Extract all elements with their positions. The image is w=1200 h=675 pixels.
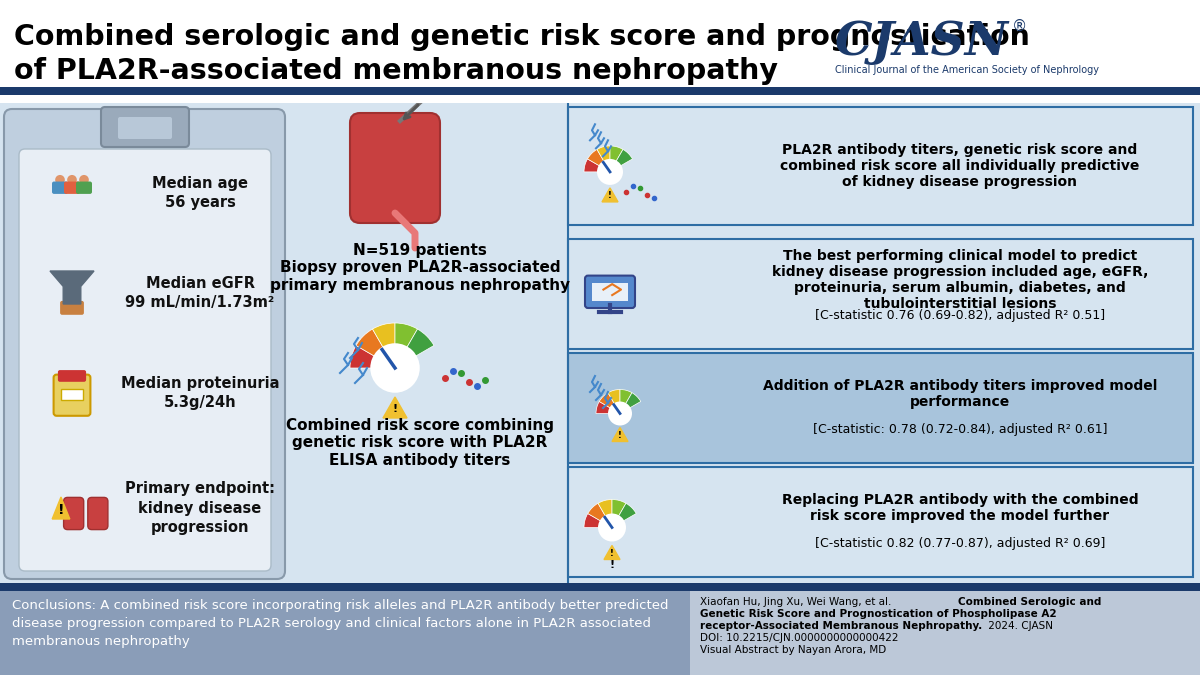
FancyBboxPatch shape (61, 389, 83, 400)
Text: !: ! (610, 549, 614, 558)
Wedge shape (596, 402, 620, 414)
Wedge shape (620, 393, 641, 414)
Text: !: ! (618, 431, 622, 440)
Wedge shape (395, 323, 418, 368)
Text: Combined serologic and genetic risk score and prognostication: Combined serologic and genetic risk scor… (14, 23, 1030, 51)
FancyBboxPatch shape (690, 591, 1200, 675)
Text: [C-statistic: 0.78 (0.72-0.84), adjusted R² 0.61]: [C-statistic: 0.78 (0.72-0.84), adjusted… (812, 423, 1108, 437)
Text: Clinical Journal of the American Society of Nephrology: Clinical Journal of the American Society… (835, 65, 1099, 75)
FancyBboxPatch shape (350, 113, 440, 223)
FancyBboxPatch shape (52, 182, 68, 194)
Text: Xiaofan Hu, Jing Xu, Wei Wang, et al.: Xiaofan Hu, Jing Xu, Wei Wang, et al. (700, 597, 895, 607)
FancyBboxPatch shape (0, 583, 1200, 591)
FancyBboxPatch shape (568, 107, 1193, 225)
Circle shape (608, 402, 632, 425)
Text: CJASN: CJASN (835, 19, 1009, 65)
Circle shape (79, 175, 89, 185)
FancyBboxPatch shape (568, 239, 1193, 349)
Text: The best performing clinical model to predict
kidney disease progression include: The best performing clinical model to pr… (772, 248, 1148, 311)
FancyBboxPatch shape (19, 149, 271, 571)
FancyBboxPatch shape (0, 591, 690, 675)
Wedge shape (598, 500, 612, 527)
FancyBboxPatch shape (60, 301, 84, 315)
FancyBboxPatch shape (0, 103, 1200, 583)
Wedge shape (588, 504, 612, 527)
Wedge shape (395, 329, 434, 368)
Polygon shape (604, 545, 620, 560)
Circle shape (598, 159, 623, 185)
FancyBboxPatch shape (101, 107, 190, 147)
Wedge shape (584, 514, 612, 527)
Text: of PLA2R-associated membranous nephropathy: of PLA2R-associated membranous nephropat… (14, 57, 778, 85)
Wedge shape (620, 389, 632, 414)
Text: N=519 patients
Biopsy proven PLA2R-associated
primary membranous nephropathy: N=519 patients Biopsy proven PLA2R-assoc… (270, 243, 570, 293)
Wedge shape (584, 159, 610, 172)
Text: Combined Serologic and: Combined Serologic and (958, 597, 1102, 607)
Text: 2024. CJASN: 2024. CJASN (985, 621, 1054, 631)
Polygon shape (53, 497, 70, 519)
Text: Replacing PLA2R antibody with the combined
risk score improved the model further: Replacing PLA2R antibody with the combin… (781, 493, 1139, 523)
Polygon shape (383, 397, 407, 418)
FancyBboxPatch shape (0, 87, 1200, 95)
Circle shape (598, 514, 626, 541)
Circle shape (67, 175, 77, 185)
Wedge shape (610, 146, 623, 172)
Wedge shape (356, 329, 395, 368)
Text: DOI: 10.2215/CJN.0000000000000422: DOI: 10.2215/CJN.0000000000000422 (700, 633, 899, 643)
Circle shape (55, 175, 65, 185)
Text: ®: ® (1012, 19, 1027, 34)
Text: Conclusions: A combined risk score incorporating risk alleles and PLA2R antibody: Conclusions: A combined risk score incor… (12, 599, 668, 648)
Wedge shape (588, 149, 610, 172)
Text: Combined risk score combining
genetic risk score with PLA2R
ELISA antibody titer: Combined risk score combining genetic ri… (286, 418, 554, 468)
Wedge shape (612, 504, 636, 527)
Text: receptor-Associated Membranous Nephropathy.: receptor-Associated Membranous Nephropat… (700, 621, 983, 631)
Text: Median proteinuria
5.3g/24h: Median proteinuria 5.3g/24h (121, 375, 280, 410)
Text: Primary endpoint:
kidney disease
progression: Primary endpoint: kidney disease progres… (125, 481, 275, 535)
Wedge shape (612, 500, 626, 527)
Polygon shape (50, 271, 94, 304)
FancyBboxPatch shape (58, 370, 86, 382)
Text: !: ! (608, 192, 612, 200)
Text: !: ! (610, 560, 614, 570)
Text: Median eGFR
99 mL/min/1.73m²: Median eGFR 99 mL/min/1.73m² (125, 275, 275, 310)
Text: [C-statistic 0.76 (0.69-0.82), adjusted R² 0.51]: [C-statistic 0.76 (0.69-0.82), adjusted … (815, 310, 1105, 323)
Wedge shape (372, 323, 395, 368)
Polygon shape (602, 188, 618, 202)
Wedge shape (599, 393, 620, 414)
Polygon shape (612, 427, 628, 441)
Circle shape (371, 344, 420, 393)
FancyBboxPatch shape (64, 182, 80, 194)
FancyBboxPatch shape (586, 275, 635, 308)
Text: !: ! (58, 503, 65, 517)
Wedge shape (608, 389, 620, 414)
Text: Median age
56 years: Median age 56 years (152, 176, 248, 211)
FancyBboxPatch shape (88, 497, 108, 530)
Text: Genetic Risk Score and Prognostication of Phospholipase A2: Genetic Risk Score and Prognostication o… (700, 609, 1057, 619)
Text: Visual Abstract by Nayan Arora, MD: Visual Abstract by Nayan Arora, MD (700, 645, 887, 655)
FancyBboxPatch shape (593, 283, 628, 300)
FancyBboxPatch shape (568, 467, 1193, 577)
Text: PLA2R antibody titers, genetic risk score and
combined risk score all individual: PLA2R antibody titers, genetic risk scor… (780, 143, 1140, 189)
FancyBboxPatch shape (76, 182, 92, 194)
Text: !: ! (392, 404, 397, 414)
Wedge shape (598, 146, 610, 172)
Text: [C-statistic 0.82 (0.77-0.87), adjusted R² 0.69]: [C-statistic 0.82 (0.77-0.87), adjusted … (815, 537, 1105, 551)
FancyBboxPatch shape (568, 353, 1193, 463)
Wedge shape (610, 149, 632, 172)
FancyBboxPatch shape (118, 117, 172, 139)
Wedge shape (350, 346, 395, 368)
FancyBboxPatch shape (4, 109, 286, 579)
FancyBboxPatch shape (54, 375, 90, 416)
FancyBboxPatch shape (64, 497, 84, 530)
Text: Addition of PLA2R antibody titers improved model
performance: Addition of PLA2R antibody titers improv… (763, 379, 1157, 409)
